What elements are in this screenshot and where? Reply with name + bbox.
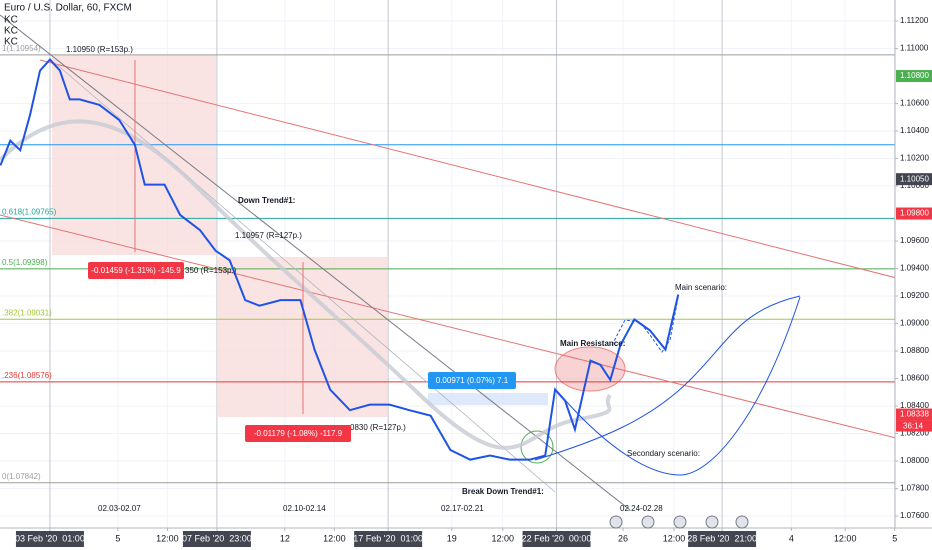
annotation: 350 (R=153p.) [185, 266, 237, 275]
trend-line [39, 59, 932, 288]
level-label: 0.5(1.09398) [2, 258, 48, 267]
x-tick-label: 12:00 [156, 533, 179, 543]
measure-label: 0.00971 (0.07%) 7.1 [436, 376, 509, 385]
x-tick-label: 4 [789, 533, 794, 543]
indicator: KC [4, 37, 18, 48]
event-icons [609, 515, 749, 529]
measure-badge [245, 425, 351, 442]
annotation: 02.24-02.28 [620, 504, 663, 513]
y-tick-label: 1.08800 [900, 346, 929, 355]
x-tick-highlight [354, 531, 423, 547]
x-tick-label: 12:00 [834, 533, 857, 543]
measure-badge [88, 262, 184, 279]
trend-line [0, 214, 932, 448]
event-icon [609, 515, 623, 529]
annotation: 02.17-02.21 [441, 504, 484, 513]
annotation: Break Down Trend#1: [462, 487, 544, 496]
event-icon [673, 515, 687, 529]
y-tick-label: 1.09000 [900, 319, 929, 328]
level-label: .236(1.08576) [2, 371, 52, 380]
x-tick-highlight [522, 531, 591, 547]
x-tick-label: 12:00 [323, 533, 346, 543]
annotation: 02.03-02.07 [98, 504, 141, 513]
resistance-zone [554, 346, 626, 392]
price-badge-label: 1.08338 [900, 410, 929, 419]
measure-label: -0.01459 (-1.31%) -145.9 [91, 266, 181, 275]
indicator: KC [4, 26, 18, 37]
annotation: 1.10950 (R=153p.) [66, 45, 133, 54]
annotation: 0830 (R=127p.) [350, 423, 406, 432]
y-tick-label: 1.09600 [900, 236, 929, 245]
event-icon [705, 515, 719, 529]
x-tick-label: 5 [892, 533, 897, 543]
x-tick-highlight [15, 531, 84, 547]
y-tick-label: 1.10400 [900, 126, 929, 135]
price-badge-label: 1.10050 [900, 174, 929, 183]
x-tick-label: 03 Feb '20 01:00 [15, 533, 85, 543]
plot [0, 58, 680, 461]
y-axis-area [895, 0, 932, 528]
x-tick-label: 12 [280, 533, 290, 543]
price-badge [896, 408, 932, 421]
y-tick-label: 1.08000 [900, 456, 929, 465]
y-tick-label: 1.10200 [900, 154, 929, 163]
annotation: Down Trend#1: [238, 196, 295, 205]
x-tick-label: 17 Feb '20 01:00 [353, 533, 423, 543]
event-icon [735, 515, 749, 529]
x-tick-label: 5 [115, 533, 120, 543]
axes: 1.11200 1.11000 1.10600 1.10400 1.10200 1.100… [15, 16, 932, 547]
annotation: 02.10-02.14 [283, 504, 326, 513]
measure-label: -0.01179 (-1.08%) -117.9 [254, 429, 343, 438]
indicator: KC [4, 15, 18, 26]
moving-average [0, 119, 612, 450]
y-tick-label: 1.08200 [900, 429, 929, 438]
annotation: Main scenario: [675, 283, 727, 292]
x-tick-label: 26 [618, 533, 628, 543]
level-label: 0.618(1.09765) [2, 207, 57, 216]
x-tick-label: 12:00 [491, 533, 514, 543]
price-line [0, 58, 680, 461]
x-tick-highlight [688, 531, 757, 547]
measure-zone [52, 55, 216, 255]
x-tick-label: 07 Feb '20 23:00 [182, 533, 252, 543]
y-tick-label: 1.07600 [900, 511, 929, 520]
price-badge-label: 1.10800 [900, 71, 929, 80]
annotations: Down Trend#1: Main Resistance: Main scenar… [66, 45, 727, 513]
x-tick-highlight [182, 531, 251, 547]
trend-line [0, 14, 631, 511]
annotation: Secondary scenario: [627, 449, 700, 458]
timer-label: 36:14 [903, 422, 924, 431]
y-tick-label: 1.11200 [900, 16, 929, 25]
price-badge [896, 207, 932, 220]
price-badge-label: 1.09800 [900, 209, 929, 218]
measure-badge [428, 372, 516, 389]
timer-badge [896, 420, 932, 432]
level-label: 1(1.10954) [2, 44, 41, 53]
y-tick-label: 1.11000 [900, 44, 929, 53]
annotation: 1.10957 (R=127p.) [235, 231, 302, 240]
x-tick-label: 19 [447, 533, 457, 543]
event-icon [641, 515, 655, 529]
y-tick-label: 1.08600 [900, 374, 929, 383]
breakout-circle [520, 430, 554, 464]
level-label: 0(1.07842) [2, 472, 41, 481]
level-label: .382(1.09031) [2, 308, 52, 317]
y-tick-label: 1.09400 [900, 264, 929, 273]
trend-line [54, 62, 556, 493]
x-tick-label: 12:00 [663, 533, 686, 543]
x-tick-label: 22 Feb '20 00:00 [522, 533, 592, 543]
secondary-scenario-curve [564, 296, 801, 476]
y-tick-label: 1.08400 [900, 401, 929, 410]
chart-title: Euro / U.S. Dollar, 60, FXCM [4, 3, 132, 14]
y-tick-label: 1.07800 [900, 484, 929, 493]
annotation: Main Resistance: [560, 339, 625, 348]
y-tick-label: 1.10600 [900, 99, 929, 108]
y-tick-label: 1.09200 [900, 291, 929, 300]
y-tick-label: 1.10000 [900, 181, 929, 190]
x-tick-label: 28 Feb '20 21:00 [687, 533, 757, 543]
main-scenario-curve [534, 295, 801, 461]
price-badge [896, 70, 932, 83]
price-badge [896, 173, 932, 186]
